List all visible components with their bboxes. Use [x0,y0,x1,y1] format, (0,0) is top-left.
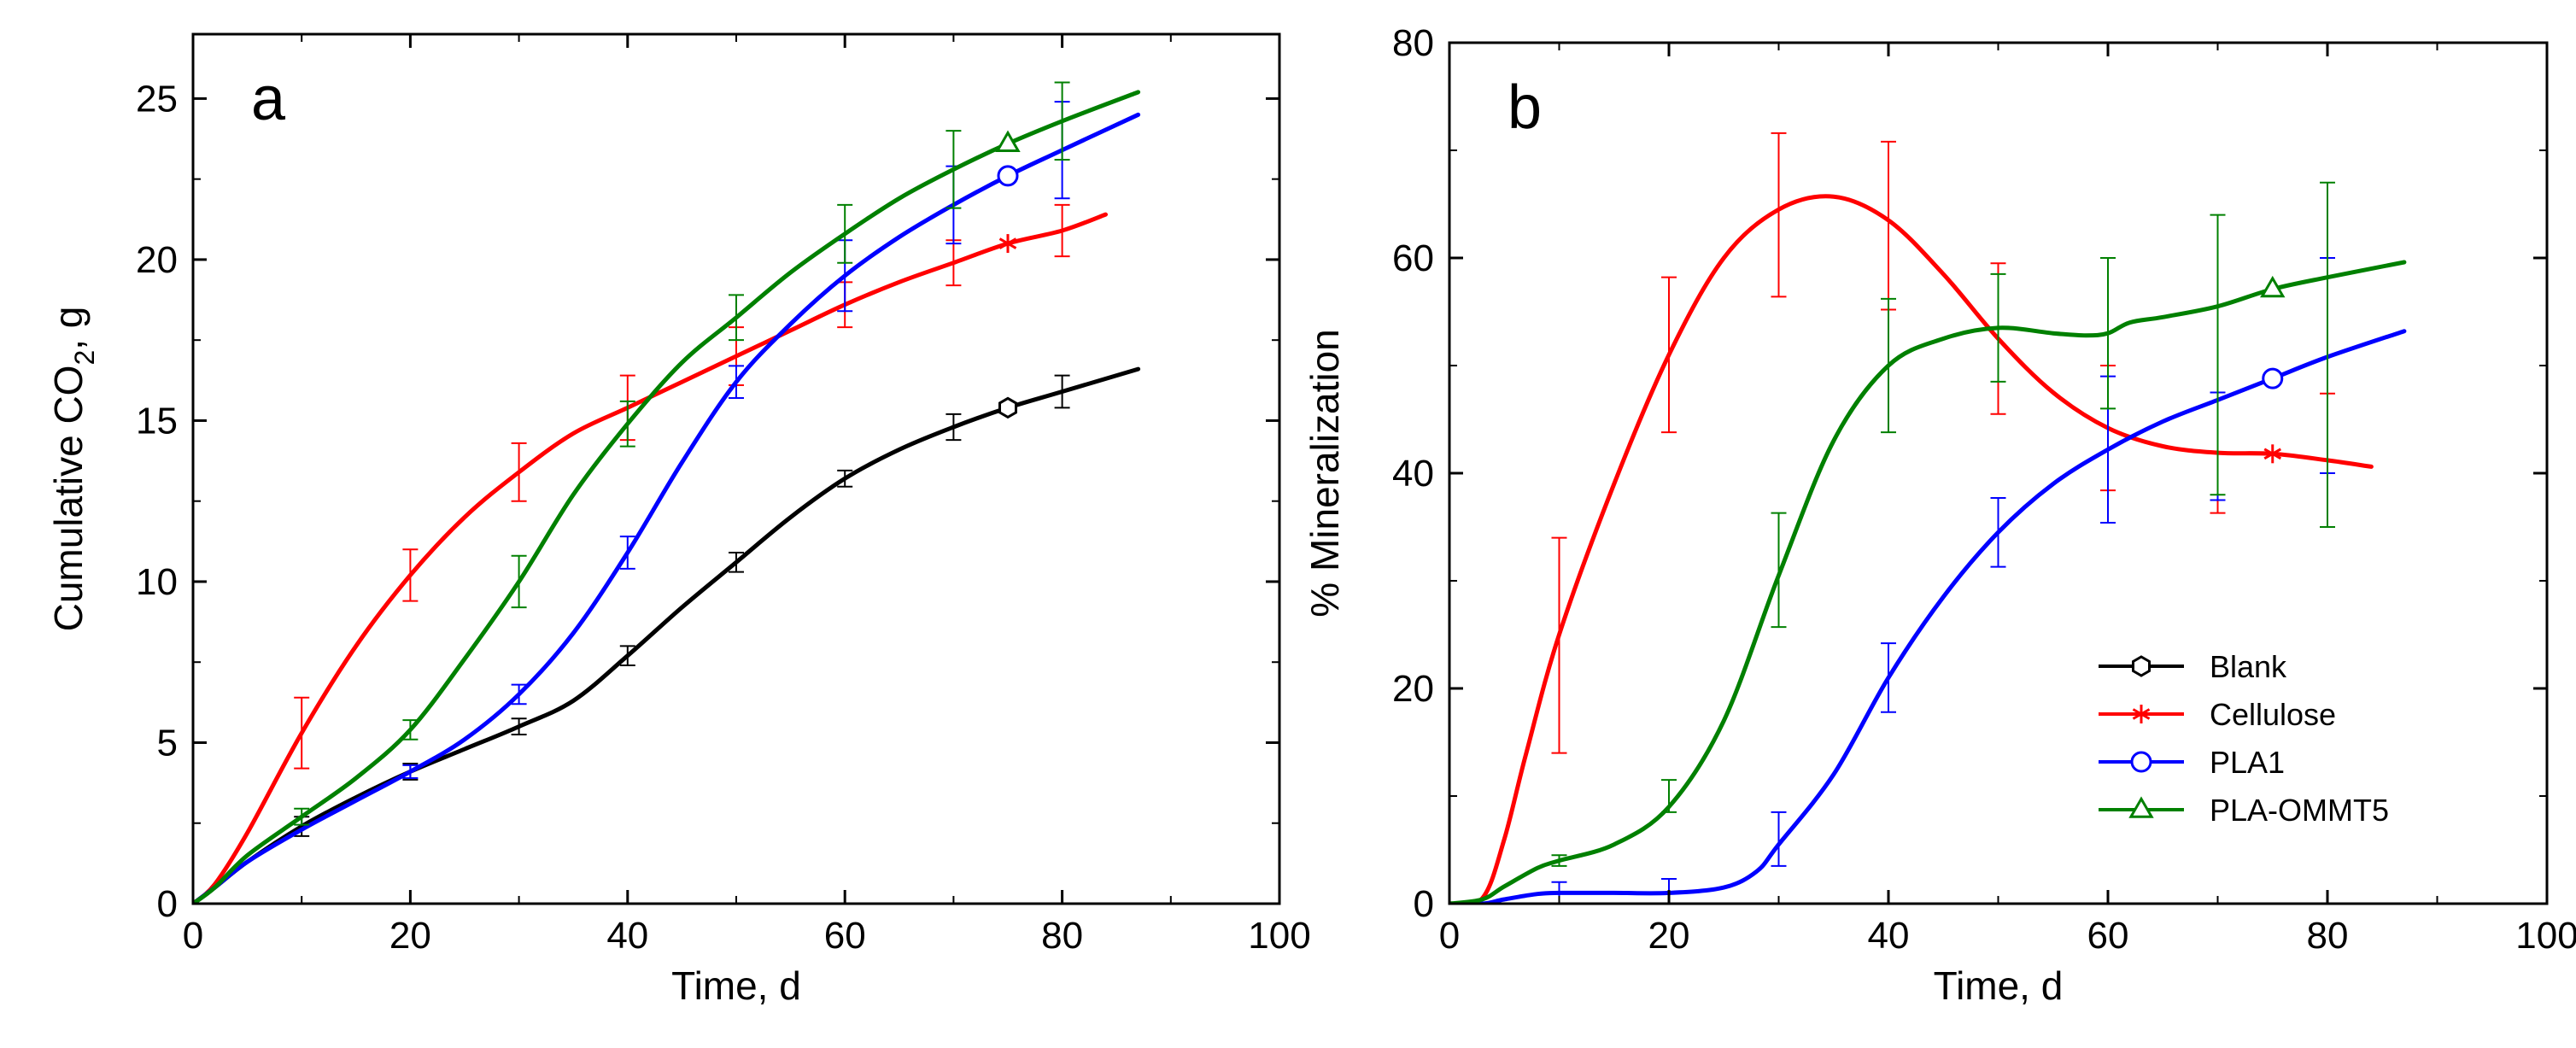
series-marker [2260,275,2286,298]
x-axis: 0 20 40 60 80 100 [1439,43,2576,957]
x-tick-label: 20 [389,915,431,957]
series-line [193,212,1108,904]
y-tick-label: 0 [157,883,178,925]
x-tick-label: 40 [606,915,648,957]
y-axis: 0 5 10 15 20 25 [136,78,1279,925]
plot-frame [1448,41,2549,905]
y-axis: 0 20 40 60 80 [1392,22,2547,925]
x-tick-label: 100 [2515,915,2576,957]
y-axis-title-main: % Mineralization [1303,329,1347,617]
x-tick-label: 60 [2087,915,2129,957]
panel-label: b [1508,73,1542,142]
y-tick-label: 60 [1392,237,1434,279]
series-pla1 [193,101,1141,904]
legend-label: PLA-OMMT5 [2210,793,2389,828]
plot-area [1449,132,2407,904]
series-marker [998,396,1017,419]
series-marker [2262,367,2284,389]
legend-label: Blank [2210,649,2287,684]
legend-item: Blank [2099,649,2287,684]
series-marker [995,130,1021,152]
legend-marker [2130,751,2152,773]
x-tick-label: 80 [2307,915,2349,957]
error-bar [1551,536,1567,754]
legend-label: PLA1 [2210,745,2285,780]
x-tick-label: 100 [1248,915,1310,957]
x-axis-title: Time, d [1934,963,2064,1008]
series-blank [193,366,1141,904]
plot-area [193,81,1141,904]
series-line [1449,260,2407,904]
legend-marker [2132,705,2151,723]
series-marker [2263,444,2282,464]
y-tick-label: 5 [157,722,178,764]
y-axis-title-main: Cumulative CO [46,366,91,632]
series-line [193,366,1141,904]
y-axis-title: Cumulative CO2, g [46,307,100,632]
legend-item: PLA1 [2099,745,2285,780]
series-marker [998,234,1017,254]
series-line [1449,329,2407,904]
x-axis: 0 20 40 60 80 100 [183,34,1311,957]
y-tick-label: 20 [1392,668,1434,710]
legend-label: Cellulose [2210,697,2336,732]
plot-frame [191,32,1281,905]
legend-item: Cellulose [2099,697,2336,732]
series-cellulose [1449,132,2374,904]
x-tick-label: 40 [1868,915,1910,957]
x-tick-label: 20 [1648,915,1690,957]
y-tick-label: 10 [136,561,178,603]
series-pla-ommt5 [193,81,1141,904]
error-bar [1771,132,1787,298]
x-tick-label: 0 [1439,915,1460,957]
series-marker-stroke [2263,448,2282,460]
legend-marker [2132,655,2151,677]
x-tick-label: 80 [1041,915,1083,957]
error-bar [1771,811,1787,867]
chart-panel-b: 0 20 40 60 80 100 0 20 40 60 80 Time, d % Mineraliza… [1303,22,2576,1008]
y-tick-label: 80 [1392,22,1434,64]
error-bar [2210,214,2226,496]
x-axis-title: Time, d [671,963,801,1008]
y-tick-label: 25 [136,78,178,120]
series-cellulose [193,203,1108,904]
series-pla-ommt5 [1449,181,2407,904]
legend: Blank Cellulose PLA1 PLA-OMMT5 [2099,649,2389,828]
legend-marker-stroke [2132,708,2151,720]
series-line [193,112,1141,904]
y-tick-label: 20 [136,239,178,281]
y-axis-title-tail: , g [46,307,91,350]
chart-panel-a: 0 20 40 60 80 100 0 5 10 15 20 25 Time, d Cumulative … [46,32,1311,1008]
x-tick-label: 0 [183,915,203,957]
error-bar [2320,181,2335,528]
y-tick-label: 40 [1392,453,1434,495]
legend-marker [2128,796,2154,818]
panel-label: a [251,65,286,133]
series-marker [997,165,1019,187]
series-line [193,90,1141,904]
series-marker-stroke [998,237,1017,249]
legend-item: PLA-OMMT5 [2099,793,2389,828]
y-tick-label: 0 [1414,883,1434,925]
series-line [1449,194,2374,904]
x-tick-label: 60 [824,915,866,957]
y-axis-title-subscript: 2 [69,350,100,366]
y-axis-title: % Mineralization [1303,329,1347,617]
y-tick-label: 15 [136,400,178,442]
